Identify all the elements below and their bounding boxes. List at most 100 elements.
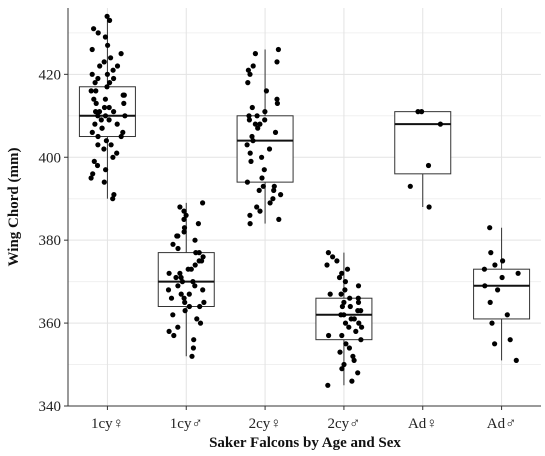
data-point: [426, 204, 432, 210]
data-point: [89, 46, 95, 53]
x-tick-label: 1cy♂: [170, 416, 203, 432]
data-point: [90, 171, 96, 177]
data-point: [121, 92, 127, 98]
data-point: [276, 216, 282, 222]
data-point: [346, 324, 352, 330]
data-point: [103, 167, 109, 173]
data-point: [246, 117, 252, 123]
data-point: [271, 187, 277, 193]
data-point: [252, 121, 258, 127]
data-point: [350, 353, 356, 359]
data-point: [274, 59, 280, 65]
box: [78, 86, 136, 138]
data-point: [177, 204, 183, 210]
data-point: [114, 63, 121, 69]
data-point: [92, 121, 98, 127]
data-point: [191, 337, 197, 343]
data-point: [515, 270, 521, 276]
data-point: [256, 187, 262, 193]
box: [394, 111, 452, 175]
x-ticks: 1cy♀ 1cy♂ 2cy♀ 2cy♂ Ad♀ Ad♂: [91, 406, 516, 432]
data-point: [170, 241, 176, 247]
data-point: [107, 80, 113, 86]
data-point: [192, 283, 198, 289]
data-point: [178, 291, 184, 297]
data-point: [419, 109, 425, 115]
data-point: [425, 162, 432, 169]
data-point: [249, 133, 255, 140]
data-point: [355, 308, 361, 314]
data-point: [200, 200, 206, 206]
data-point: [270, 196, 276, 202]
data-point: [88, 175, 94, 181]
data-point: [488, 250, 494, 256]
data-point: [173, 274, 179, 281]
data-point: [114, 150, 120, 156]
data-point: [190, 345, 196, 351]
minor-grid: [68, 32, 541, 366]
data-point: [342, 279, 348, 285]
y-tick-label: 340: [39, 399, 62, 415]
data-point: [437, 121, 443, 127]
data-point: [175, 324, 181, 330]
data-point: [99, 125, 105, 131]
data-point: [98, 117, 104, 123]
data-point: [341, 312, 347, 318]
data-point: [108, 55, 114, 61]
data-point: [104, 84, 110, 90]
data-point: [487, 299, 493, 305]
data-point: [250, 63, 256, 69]
x-tick-label: Ad♀: [408, 416, 438, 432]
data-point: [247, 221, 253, 227]
data-point: [254, 204, 260, 210]
data-point: [89, 71, 95, 77]
data-point: [325, 250, 331, 256]
data-point: [88, 88, 94, 94]
data-point: [174, 233, 180, 239]
data-point: [190, 279, 196, 285]
data-point: [246, 113, 252, 119]
data-point: [102, 96, 108, 102]
data-point: [110, 67, 116, 73]
data-point: [175, 245, 181, 252]
x-axis-title: Saker Falcons by Age and Sex: [209, 435, 401, 451]
data-point: [102, 34, 108, 40]
data-point: [103, 138, 109, 144]
data-point: [338, 291, 344, 297]
data-point: [166, 328, 172, 334]
data-point: [182, 308, 188, 314]
data-point: [339, 366, 345, 372]
data-point: [324, 262, 330, 268]
data-point: [96, 109, 103, 115]
data-point: [257, 121, 263, 127]
data-point: [278, 192, 284, 198]
data-point: [104, 71, 110, 77]
data-point: [254, 113, 260, 119]
data-point: [259, 154, 265, 160]
data-point: [355, 299, 362, 305]
data-point: [245, 80, 251, 86]
data-point: [93, 109, 99, 115]
data-point: [91, 26, 97, 32]
data-point: [351, 316, 357, 322]
data-point: [94, 162, 101, 169]
data-point: [489, 320, 495, 326]
data-point: [91, 96, 97, 102]
data-point: [107, 17, 113, 23]
data-point: [261, 167, 267, 173]
data-point: [165, 287, 172, 293]
data-point: [178, 274, 184, 281]
data-point: [182, 299, 188, 305]
data-point: [183, 212, 189, 218]
data-point: [186, 291, 192, 297]
data-point: [196, 250, 202, 256]
data-point: [356, 320, 362, 326]
data-point: [93, 100, 99, 106]
data-point: [121, 100, 127, 106]
data-point: [341, 299, 347, 305]
x-tick-label: Ad♂: [487, 416, 517, 432]
data-point: [249, 104, 255, 111]
data-point: [192, 237, 198, 243]
data-point: [492, 262, 498, 268]
